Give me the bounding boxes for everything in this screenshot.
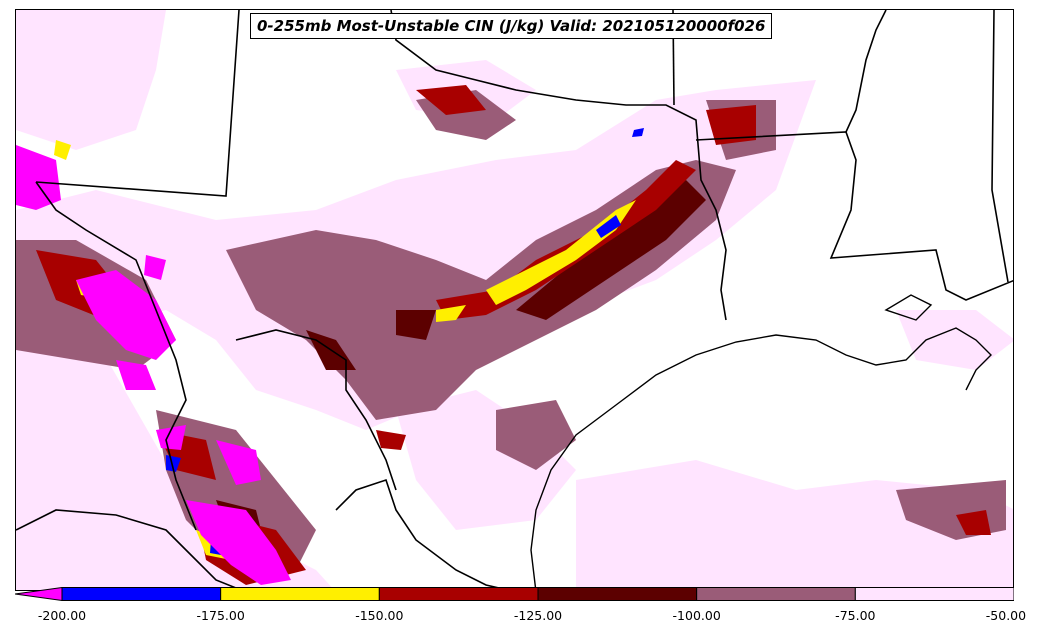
map-title: 0-255mb Most-Unstable CIN (J/kg) Valid: … xyxy=(250,13,773,39)
state-boundaries xyxy=(16,10,1013,590)
colorbar-bin-4 xyxy=(696,587,856,601)
colorbar-tick-label: -200.00 xyxy=(37,608,87,623)
colorbar-tick-label: -100.00 xyxy=(672,608,721,623)
map-panel xyxy=(15,9,1014,591)
colorbar-tick-label: -125.00 xyxy=(513,608,563,623)
colorbar-tick-label: -175.00 xyxy=(196,608,245,623)
colorbar-extend-min xyxy=(15,587,63,601)
colorbar-bin-3 xyxy=(537,587,698,601)
cin-map xyxy=(16,10,1013,590)
colorbar-tick-label: -50.00 xyxy=(985,608,1027,623)
colorbar-bin-0 xyxy=(61,587,222,601)
colorbar-bin-1 xyxy=(220,587,380,601)
colorbar-bin-5 xyxy=(854,587,1014,601)
colorbar xyxy=(15,587,1014,601)
coastline xyxy=(530,294,992,590)
colorbar-tick-label: -75.00 xyxy=(835,608,876,623)
cin-shading-magenta xyxy=(16,145,291,585)
colorbar-bin-2 xyxy=(378,587,539,601)
colorbar-tick-label: -150.00 xyxy=(355,608,404,623)
